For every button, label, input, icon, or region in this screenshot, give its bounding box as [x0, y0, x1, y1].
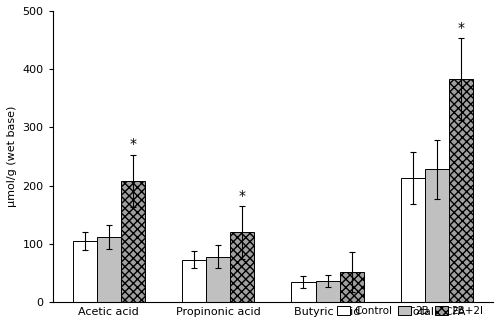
Bar [96, 237, 121, 302]
Bar [72, 241, 96, 302]
Bar [230, 232, 254, 302]
Bar [449, 79, 473, 302]
Text: *: * [238, 189, 246, 202]
Legend: Control, 2B, 2B+2I: Control, 2B, 2B+2I [334, 302, 488, 320]
Bar [316, 281, 340, 302]
Text: *: * [130, 137, 136, 151]
Bar [401, 178, 425, 302]
Bar [340, 272, 363, 302]
Bar [206, 257, 230, 302]
Bar [292, 282, 316, 302]
Bar [425, 169, 449, 302]
Y-axis label: μmol/g (wet base): μmol/g (wet base) [7, 106, 17, 207]
Bar [182, 260, 206, 302]
Bar [121, 181, 145, 302]
Text: *: * [458, 21, 464, 35]
